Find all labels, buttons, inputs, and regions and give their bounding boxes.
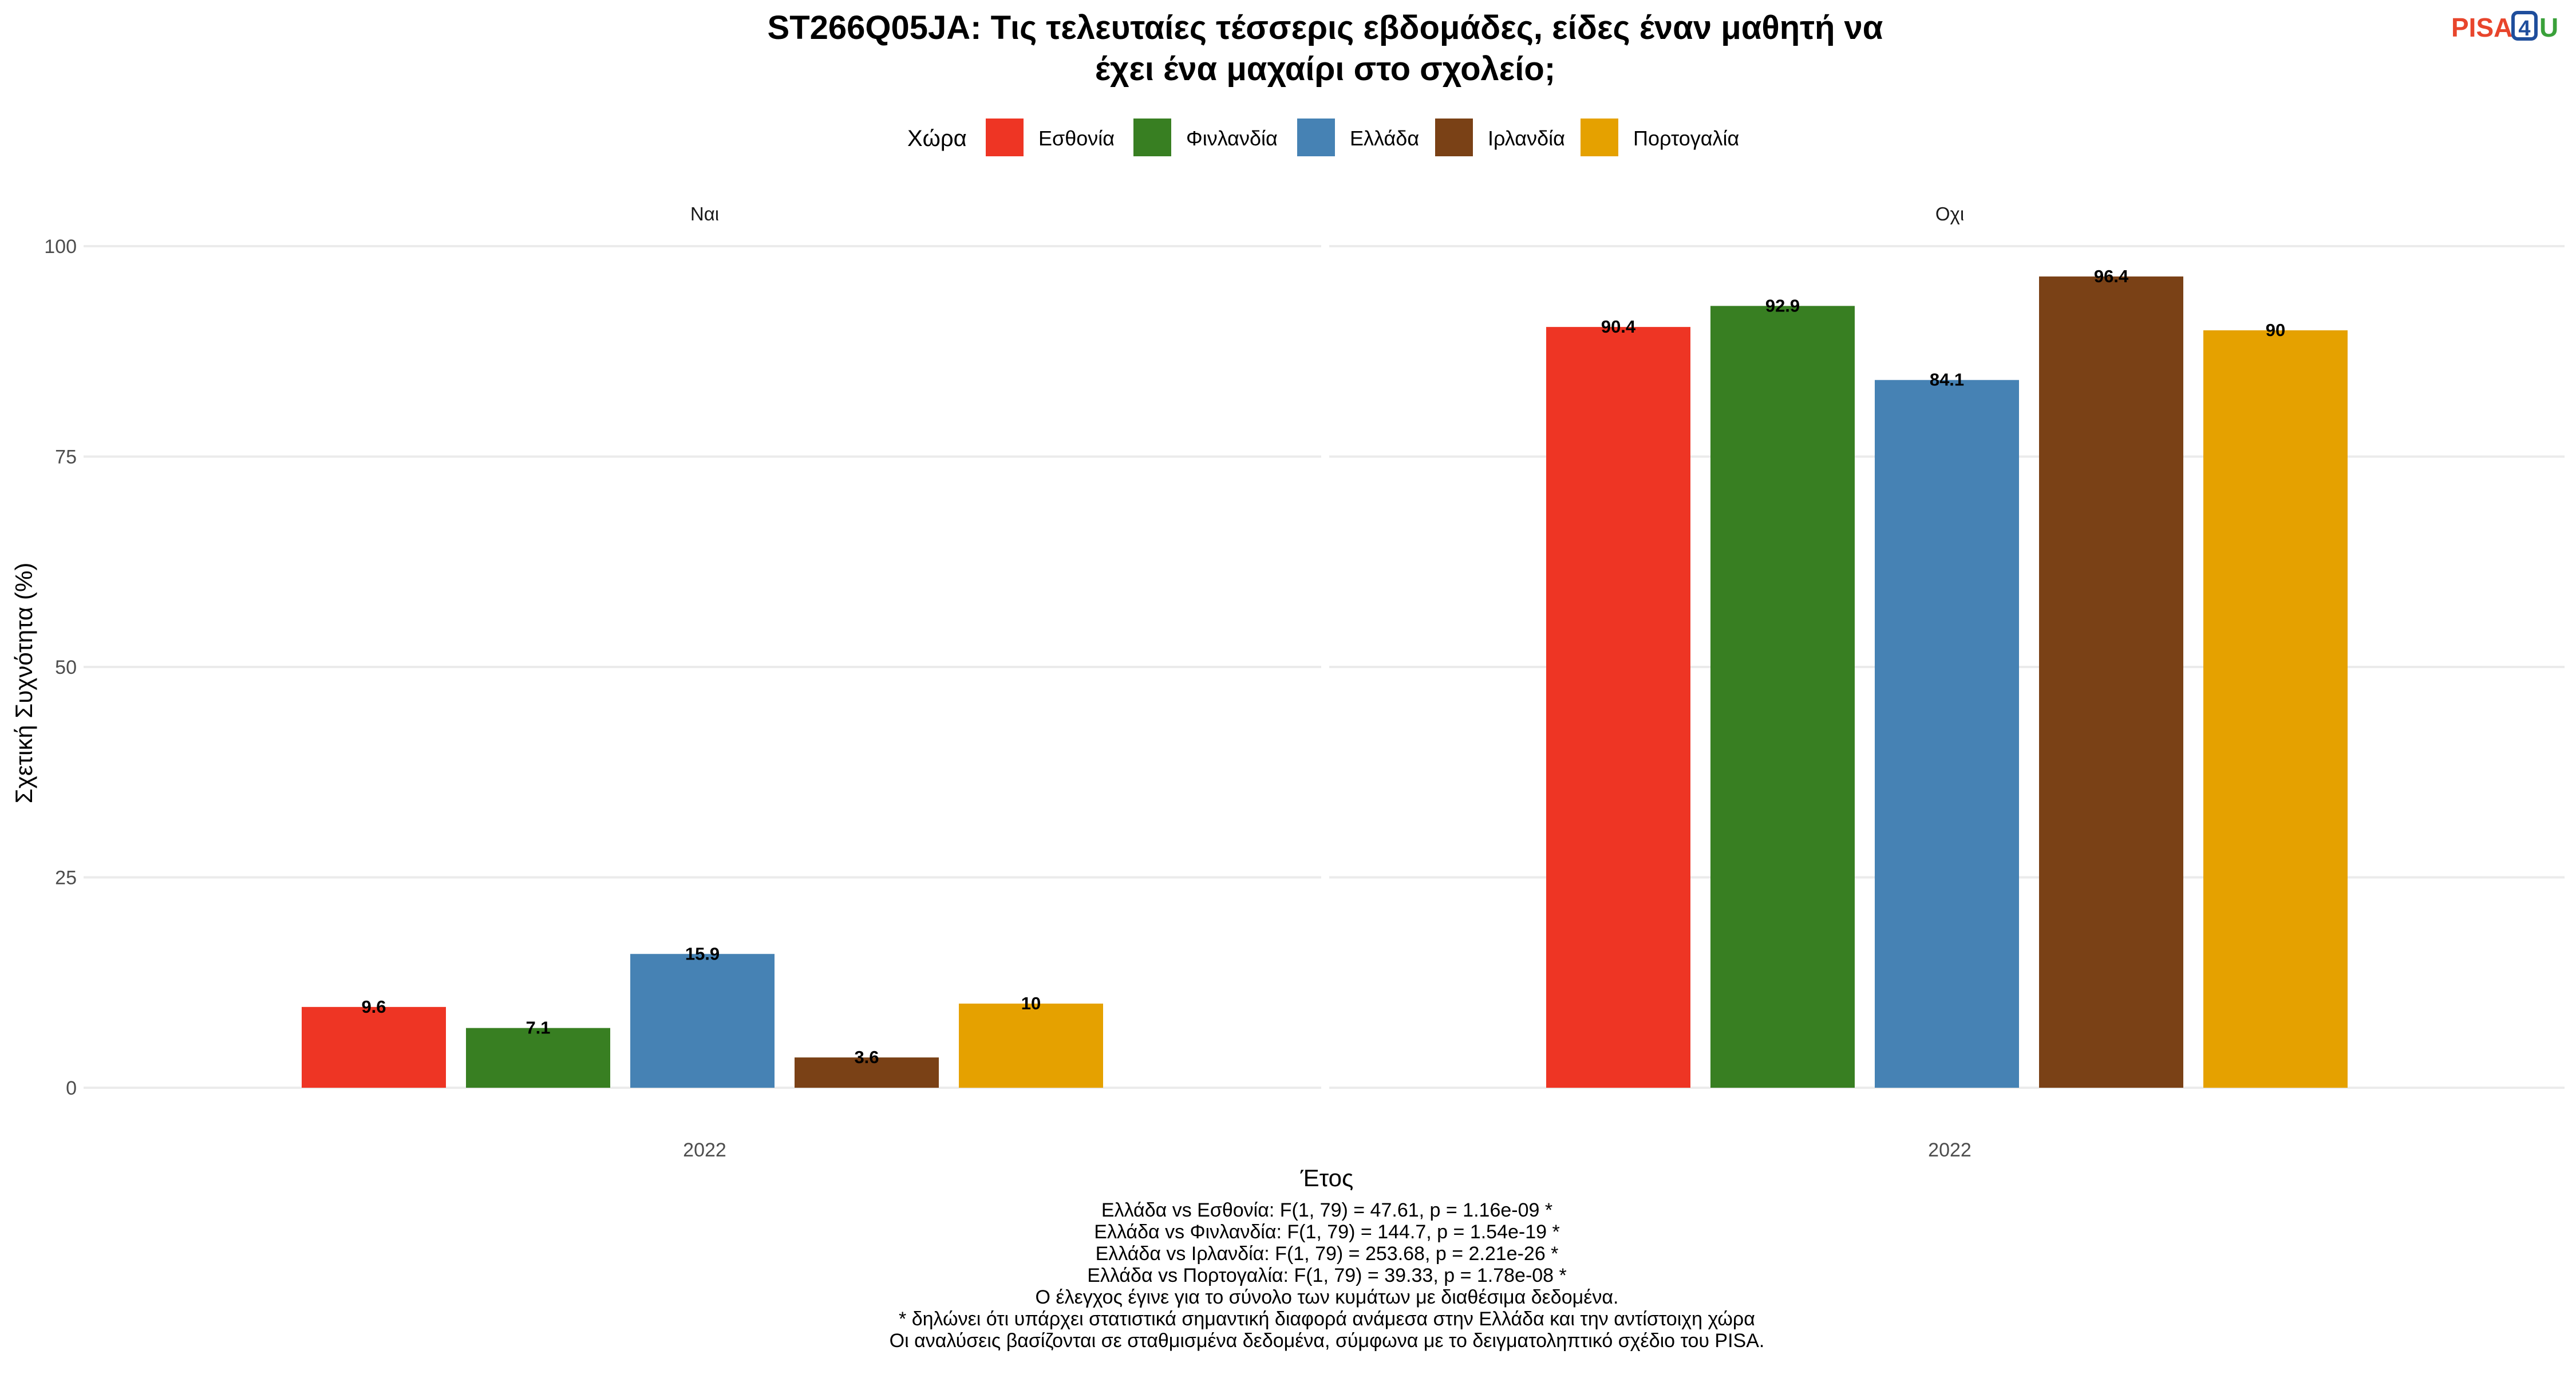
bar-value-label: 9.6 <box>361 997 386 1017</box>
bar-value-label: 10 <box>1021 993 1041 1013</box>
x-tick-label-no: 2022 <box>1928 1139 1971 1161</box>
y-axis-ticks: 0 25 50 75 100 <box>44 236 77 1099</box>
legend-swatch <box>1581 119 1618 156</box>
caption: Ελλάδα vs Εσθονία: F(1, 79) = 47.61, p =… <box>890 1199 1765 1352</box>
bar <box>959 1004 1103 1088</box>
bar-value-label: 90 <box>2266 320 2285 340</box>
bar-value-label: 3.6 <box>854 1047 879 1067</box>
caption-line: Οι αναλύσεις βασίζονται σε σταθμισμένα δ… <box>890 1330 1765 1352</box>
y-tick-label: 50 <box>55 657 77 678</box>
bar <box>302 1006 446 1088</box>
logo-box <box>2511 11 2538 41</box>
y-tick-label: 25 <box>55 867 77 889</box>
legend-swatch <box>1435 119 1473 156</box>
bar <box>466 1028 610 1088</box>
chart-title-line1: ST266Q05JA: Τις τελευταίες τέσσερις εβδο… <box>768 9 1883 46</box>
y-tick-label: 100 <box>44 236 77 258</box>
bars <box>302 276 2348 1088</box>
pisa4u-logo: PISA 4 U <box>2451 11 2558 42</box>
caption-line: * δηλώνει ότι υπάρχει στατιστικά σημαντι… <box>899 1308 1755 1330</box>
caption-line: Ο έλεγχος έγινε για το σύνολο των κυμάτω… <box>1036 1286 1619 1308</box>
bar <box>2203 330 2348 1088</box>
legend-label: Φινλανδία <box>1186 127 1278 150</box>
legend-label: Ιρλανδία <box>1488 127 1565 150</box>
facet-label-no: Οχι <box>1935 203 1964 224</box>
bar-value-label: 15.9 <box>685 943 720 964</box>
x-tick-label-yes: 2022 <box>683 1139 726 1161</box>
bar-value-label: 84.1 <box>1930 370 1964 390</box>
logo-text-4: 4 <box>2518 17 2530 41</box>
legend-swatch <box>986 119 1024 156</box>
chart-title-line2: έχει ένα μαχαίρι στο σχολείο; <box>1095 50 1555 88</box>
bar-value-label: 92.9 <box>1765 295 1800 315</box>
facet-label-yes: Ναι <box>690 203 719 224</box>
legend-label: Εσθονία <box>1038 127 1115 150</box>
bar-value-label: 96.4 <box>2094 266 2129 286</box>
y-tick-label: 75 <box>55 447 77 468</box>
bar-labels: 9.6 7.1 15.9 3.6 10 90.4 92.9 84.1 96.4 90 <box>361 266 2285 1067</box>
bar <box>1546 327 1690 1088</box>
y-tick-label: 0 <box>66 1077 77 1099</box>
bar <box>630 954 775 1088</box>
caption-line: Ελλάδα vs Πορτογαλία: F(1, 79) = 39.33, … <box>1087 1265 1567 1286</box>
logo-text-pisa: PISA <box>2451 13 2512 42</box>
legend-swatch <box>1297 119 1335 156</box>
y-axis-title: Σχετική Συχνότητα (%) <box>10 563 37 804</box>
bar <box>1710 306 1855 1088</box>
legend-swatch <box>1133 119 1171 156</box>
legend-label: Πορτογαλία <box>1633 127 1739 150</box>
bar-value-label: 7.1 <box>526 1018 550 1038</box>
bar-value-label: 90.4 <box>1601 317 1636 337</box>
legend-label: Ελλάδα <box>1350 127 1419 150</box>
x-axis-title: Έτος <box>1300 1164 1354 1191</box>
legend: Χώρα Εσθονία Φινλανδία Ελλάδα Ιρλανδία Πορτο… <box>907 119 1739 156</box>
caption-line: Ελλάδα vs Ιρλανδία: F(1, 79) = 253.68, p… <box>1096 1243 1559 1265</box>
bar <box>795 1057 939 1088</box>
bar <box>1875 380 2019 1088</box>
legend-title: Χώρα <box>907 126 967 151</box>
bar <box>2039 276 2183 1088</box>
caption-line: Ελλάδα vs Εσθονία: F(1, 79) = 47.61, p =… <box>1101 1199 1552 1221</box>
logo-text-u: U <box>2539 13 2558 42</box>
caption-line: Ελλάδα vs Φινλανδία: F(1, 79) = 144.7, p… <box>1094 1221 1559 1243</box>
